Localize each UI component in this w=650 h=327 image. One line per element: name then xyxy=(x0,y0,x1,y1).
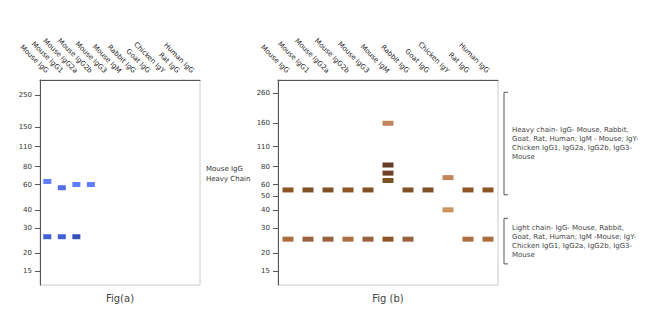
svg-text:Mouse IgG: Mouse IgG xyxy=(259,43,291,75)
svg-text:20: 20 xyxy=(23,249,32,257)
svg-text:Goat IgG: Goat IgG xyxy=(124,47,152,75)
svg-text:150: 150 xyxy=(19,123,32,131)
svg-text:Mouse IgG2a: Mouse IgG2a xyxy=(41,37,80,75)
svg-text:250: 250 xyxy=(19,91,32,99)
svg-text:50: 50 xyxy=(261,192,270,200)
svg-text:Mouse IgG2b: Mouse IgG2b xyxy=(55,36,94,75)
svg-text:Mouse IgG: Mouse IgG xyxy=(18,43,51,75)
svg-text:Heavy Chain: Heavy Chain xyxy=(206,175,250,183)
svg-text:Goat, Rat, Human; IgM -Mouse;: Goat, Rat, Human; IgM -Mouse; IgY- xyxy=(512,233,637,241)
svg-text:Chicken IgY: Chicken IgY xyxy=(132,40,167,75)
svg-text:Chicken IgG1, IgG2a, IgG2b, Ig: Chicken IgG1, IgG2a, IgG2b, IgG3- xyxy=(512,242,633,250)
svg-text:Rabbit IgG: Rabbit IgG xyxy=(379,43,411,75)
svg-text:160: 160 xyxy=(257,119,270,127)
svg-text:Human IgG: Human IgG xyxy=(162,41,195,74)
svg-text:60: 60 xyxy=(261,181,270,189)
svg-text:Mouse IgG3: Mouse IgG3 xyxy=(73,40,109,75)
svg-text:Chicken IgG1, IgG2a, IgG2b, Ig: Chicken IgG1, IgG2a, IgG2b, IgG3- xyxy=(512,144,633,152)
svg-text:260: 260 xyxy=(257,89,270,97)
svg-text:110: 110 xyxy=(257,143,270,151)
svg-text:Fig (b): Fig (b) xyxy=(372,293,404,304)
svg-text:Rat IgG: Rat IgG xyxy=(157,50,181,75)
svg-text:40: 40 xyxy=(261,206,270,214)
svg-text:Chicken IgY: Chicken IgY xyxy=(416,40,451,75)
svg-text:Mouse: Mouse xyxy=(512,251,535,259)
svg-text:Mouse IgG: Mouse IgG xyxy=(206,165,243,173)
svg-text:Goat, Rat, Human; IgM - Mouse;: Goat, Rat, Human; IgM - Mouse; IgY- xyxy=(512,135,639,143)
svg-text:Mouse IgG1: Mouse IgG1 xyxy=(276,40,311,75)
svg-text:Mouse IgM: Mouse IgM xyxy=(90,42,123,75)
svg-text:20: 20 xyxy=(261,249,270,257)
svg-text:Light chain- IgG- Mouse, Rabbi: Light chain- IgG- Mouse, Rabbit, xyxy=(512,224,624,232)
svg-text:Rabbit IgG: Rabbit IgG xyxy=(105,43,138,75)
svg-text:Fig(a): Fig(a) xyxy=(106,293,134,304)
svg-text:80: 80 xyxy=(23,163,32,171)
svg-text:Goat IgG: Goat IgG xyxy=(403,47,431,75)
svg-text:30: 30 xyxy=(23,224,32,232)
svg-text:15: 15 xyxy=(23,267,32,275)
svg-text:40: 40 xyxy=(23,206,32,214)
svg-text:110: 110 xyxy=(19,143,32,151)
svg-text:15: 15 xyxy=(261,267,270,275)
svg-text:Mouse IgG3: Mouse IgG3 xyxy=(336,40,371,75)
svg-text:Mouse: Mouse xyxy=(512,153,535,161)
svg-text:Rat IgG: Rat IgG xyxy=(446,50,471,75)
svg-text:80: 80 xyxy=(261,163,270,171)
svg-text:Mouse IgG2a: Mouse IgG2a xyxy=(293,37,331,75)
svg-text:Heavy chain- IgG- Mouse, Rabbi: Heavy chain- IgG- Mouse, Rabbit, xyxy=(512,126,629,134)
svg-text:60: 60 xyxy=(23,181,32,189)
svg-text:Human IgG: Human IgG xyxy=(457,41,490,74)
svg-text:Mouse IgM: Mouse IgM xyxy=(358,42,391,75)
svg-text:30: 30 xyxy=(261,224,270,232)
svg-text:Mouse IgG2b: Mouse IgG2b xyxy=(312,36,351,75)
svg-text:Mouse IgG1: Mouse IgG1 xyxy=(29,40,65,75)
